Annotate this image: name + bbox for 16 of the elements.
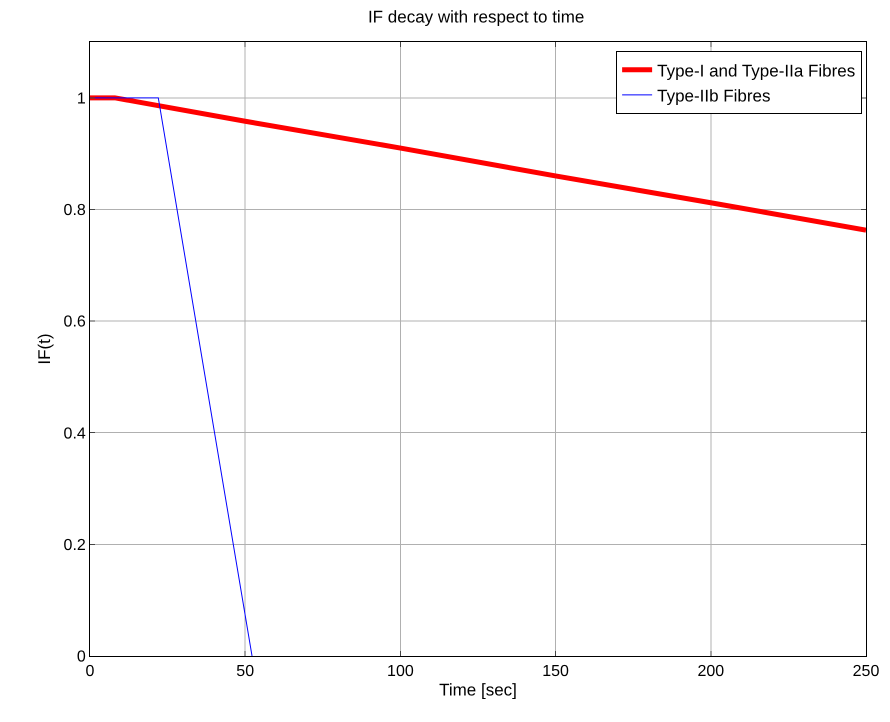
x-tick-label: 150	[542, 663, 570, 680]
legend-label: Type-I and Type-IIa Fibres	[657, 61, 856, 80]
y-tick-label: 0.6	[64, 314, 86, 331]
x-tick-label: 200	[697, 663, 724, 680]
x-tick-label: 50	[236, 663, 254, 680]
chart-title: IF decay with respect to time	[368, 8, 584, 27]
y-tick-label: 0.2	[64, 536, 86, 554]
x-tick-label: 100	[387, 663, 414, 680]
x-axis-title: Time [sec]	[439, 680, 517, 700]
y-tick-label: 0.8	[64, 202, 86, 220]
y-tick-label: 0	[76, 648, 86, 666]
y-tick-label: 0.4	[64, 425, 86, 442]
x-tick-label: 250	[852, 663, 880, 680]
y-tick-label: 1	[76, 90, 86, 108]
legend-label: Type-IIb Fibres	[657, 86, 770, 106]
y-axis-title: IF(t)	[35, 333, 54, 365]
